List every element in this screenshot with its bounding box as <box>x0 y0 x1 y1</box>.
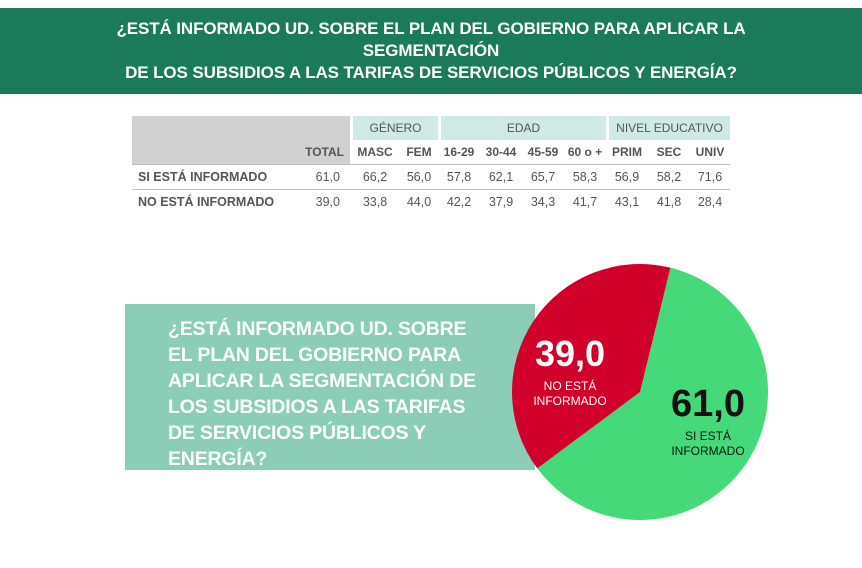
row-label: SI ESTÁ INFORMADO <box>132 164 300 189</box>
row-label: NO ESTÁ INFORMADO <box>132 189 300 214</box>
table-cell: 57,8 <box>438 164 480 189</box>
table-cell: 43,1 <box>606 189 648 214</box>
pie-category-label: INFORMADO <box>533 394 606 408</box>
table-cell: 39,0 <box>300 189 350 214</box>
column-header: UNIV <box>695 145 725 159</box>
banner-title-line-1: ¿ESTÁ INFORMADO UD. SOBRE EL PLAN DEL GO… <box>116 19 746 60</box>
table-cell: 66,2 <box>350 164 400 189</box>
question-line: LOS SUBSIDIOS A LAS TARIFAS <box>168 396 466 418</box>
table-cell: 62,1 <box>480 164 522 189</box>
table-cell: 33,8 <box>350 189 400 214</box>
column-header: MASC <box>357 145 393 159</box>
table-cell: 44,0 <box>400 189 438 214</box>
table-cell: 42,2 <box>438 189 480 214</box>
table-cell: 58,2 <box>648 164 690 189</box>
column-header-row: TOTAL MASC FEM 16-29 30-44 45-59 60 o + … <box>132 140 730 164</box>
banner-title-line-2: DE LOS SUBSIDIOS A LAS TARIFAS DE SERVIC… <box>125 63 737 82</box>
column-header: PRIM <box>612 145 642 159</box>
banner-title: ¿ESTÁ INFORMADO UD. SOBRE EL PLAN DEL GO… <box>51 18 811 84</box>
table-cell: 37,9 <box>480 189 522 214</box>
group-header-genero: GÉNERO <box>350 116 438 140</box>
table-cell: 41,8 <box>648 189 690 214</box>
crosstab-table: GÉNERO EDAD NIVEL EDUCATIVO TOTAL MASC F… <box>132 116 730 214</box>
question-line: DE SERVICIOS PÚBLICOS Y <box>168 422 426 444</box>
column-header: SEC <box>656 145 682 159</box>
group-header-nivel-educativo: NIVEL EDUCATIVO <box>606 116 730 140</box>
column-header: 45-59 <box>527 145 559 159</box>
column-header: TOTAL <box>300 140 350 164</box>
question-box <box>125 304 535 470</box>
pie-category-label: INFORMADO <box>671 444 744 458</box>
pie-category-label: SI ESTÁ <box>685 428 731 443</box>
table-cell: 56,0 <box>400 164 438 189</box>
question-line: ENERGÍA? <box>168 448 268 470</box>
group-header-row: GÉNERO EDAD NIVEL EDUCATIVO <box>132 116 730 164</box>
table-row: NO ESTÁ INFORMADO 39,0 33,8 44,0 42,2 37… <box>132 189 730 214</box>
column-header: FEM <box>406 145 432 159</box>
column-header: 16-29 <box>443 145 475 159</box>
question-line: APLICAR LA SEGMENTACIÓN DE <box>168 370 476 392</box>
total-group-blank <box>300 116 350 140</box>
pie-value-label: 39,0 <box>535 333 605 374</box>
question-line: ¿ESTÁ INFORMADO UD. SOBRE <box>168 318 467 340</box>
table-cell: 28,4 <box>690 189 730 214</box>
table-cell: 61,0 <box>300 164 350 189</box>
table-cell: 56,9 <box>606 164 648 189</box>
pie-category-label: NO ESTÁ <box>544 378 597 393</box>
table-cell: 58,3 <box>564 164 606 189</box>
pie-slice <box>512 263 671 469</box>
table-cell: 71,6 <box>690 164 730 189</box>
table-row: SI ESTÁ INFORMADO 61,0 66,2 56,0 57,8 62… <box>132 164 730 189</box>
pie-slice <box>537 267 768 520</box>
column-header: 30-44 <box>485 145 517 159</box>
group-header-edad: EDAD <box>438 116 606 140</box>
question-text: ¿ESTÁ INFORMADO UD. SOBRE EL PLAN DEL GO… <box>168 316 488 472</box>
column-header: 60 o + <box>567 145 603 159</box>
table-cell: 34,3 <box>522 189 564 214</box>
pie-value-label: 61,0 <box>671 383 745 425</box>
question-line: EL PLAN DEL GOBIERNO PARA <box>168 344 461 366</box>
table-cell: 41,7 <box>564 189 606 214</box>
table-corner <box>132 116 300 164</box>
pie-slices <box>512 263 768 520</box>
table-cell: 65,7 <box>522 164 564 189</box>
header-banner: ¿ESTÁ INFORMADO UD. SOBRE EL PLAN DEL GO… <box>0 8 862 94</box>
